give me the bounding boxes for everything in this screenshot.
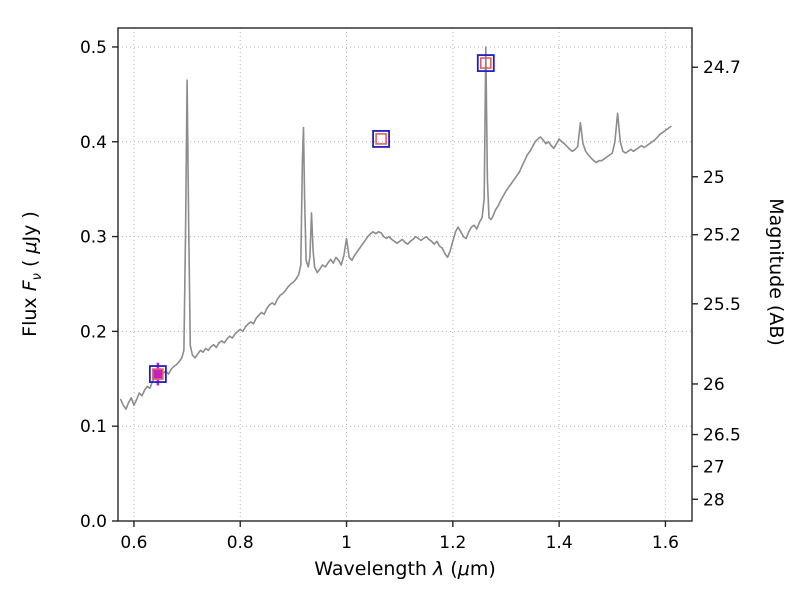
x-tick-label: 1.4 <box>546 533 573 553</box>
y-left-tick-label: 0.0 <box>80 512 107 532</box>
y-right-tick-label: 26 <box>703 375 725 395</box>
data-layer <box>119 46 672 410</box>
photometry-marker-outer <box>148 365 167 383</box>
spectrum-line <box>119 46 672 410</box>
tick-layer: 0.6 0.8 1 1.2 1.4 1.6 0.0 0.1 0.2 0.3 0.4 0.5 24.7 25… <box>80 38 741 553</box>
x-tick-label: 0.6 <box>120 533 147 553</box>
y-left-tick-label: 0.1 <box>80 417 107 437</box>
photometry-marker-outer <box>372 130 390 148</box>
axes-frame <box>117 27 693 522</box>
x-tick-label: 1.2 <box>439 533 466 553</box>
x-axis-label: Wavelength λ (μm) <box>314 558 495 580</box>
x-tick-label: 1 <box>341 533 352 553</box>
y-right-tick-label: 24.7 <box>703 58 741 78</box>
photometry-marker-inner <box>152 368 164 380</box>
y-right-tick-label: 28 <box>703 490 725 510</box>
y-right-tick-label: 26.5 <box>703 426 741 446</box>
y-axis-label-left: Flux Fν ( μJy ) <box>19 211 45 337</box>
y-right-tick-label: 25.5 <box>703 295 741 315</box>
y-right-tick-label: 27 <box>703 457 725 477</box>
y-left-tick-label: 0.3 <box>80 228 107 248</box>
y-right-tick-label: 25 <box>703 168 725 188</box>
axes-frame-layer <box>117 27 693 522</box>
x-tick-label: 0.8 <box>227 533 254 553</box>
y-axis-label-right: Magnitude (AB) <box>765 198 787 346</box>
grid-layer <box>118 28 692 522</box>
y-left-tick-label: 0.5 <box>80 38 107 58</box>
photometry-marker-inner <box>375 133 387 145</box>
photometry-marker-inner <box>479 57 492 69</box>
y-right-tick-label: 25.2 <box>703 226 741 246</box>
y-left-tick-label: 0.4 <box>80 133 107 153</box>
y-left-tick-label: 0.2 <box>80 322 107 342</box>
photometry-marker-outer <box>476 54 495 72</box>
x-tick-label: 1.6 <box>652 533 679 553</box>
